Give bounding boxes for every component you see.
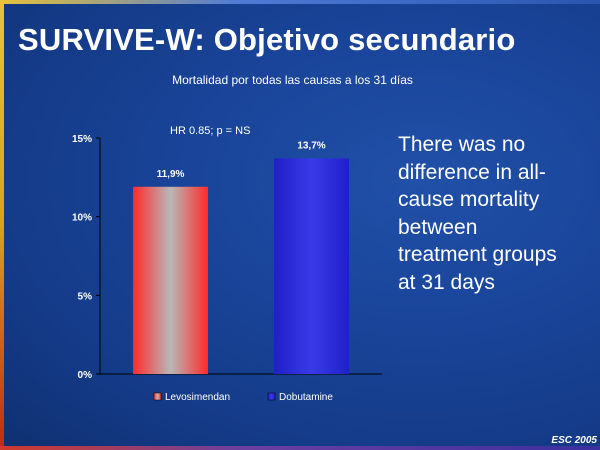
y-tick-label: 0% xyxy=(78,370,93,381)
legend-label-dobutamine: Dobutamine xyxy=(279,392,333,403)
y-tick-label: 15% xyxy=(72,134,92,145)
legend-swatch-dobutamine xyxy=(267,392,276,401)
frame-left-border xyxy=(0,0,4,450)
bar-value-label: 13,7% xyxy=(297,140,325,151)
bar-value-label: 11,9% xyxy=(157,169,185,180)
conclusion-text: There was no difference in all-cause mor… xyxy=(398,133,557,294)
y-tick-label: 10% xyxy=(72,213,92,224)
legend-label-levosimendan: Levosimendan xyxy=(165,392,230,403)
frame-bottom-border xyxy=(0,446,600,450)
y-tick-label: 5% xyxy=(78,291,93,302)
bar-dobutamine xyxy=(274,158,349,374)
hr-annotation: HR 0.85; p = NS xyxy=(170,125,250,137)
frame-top-border xyxy=(0,0,600,4)
bar-levosimendan xyxy=(133,186,208,374)
legend-swatch-levosimendan xyxy=(153,392,162,401)
slide-title: SURVIVE-W: Objetivo secundario xyxy=(18,22,516,57)
footer-label: ESC 2005 xyxy=(551,435,597,446)
chart-title: Mortalidad por todas las causas a los 31… xyxy=(172,73,413,87)
